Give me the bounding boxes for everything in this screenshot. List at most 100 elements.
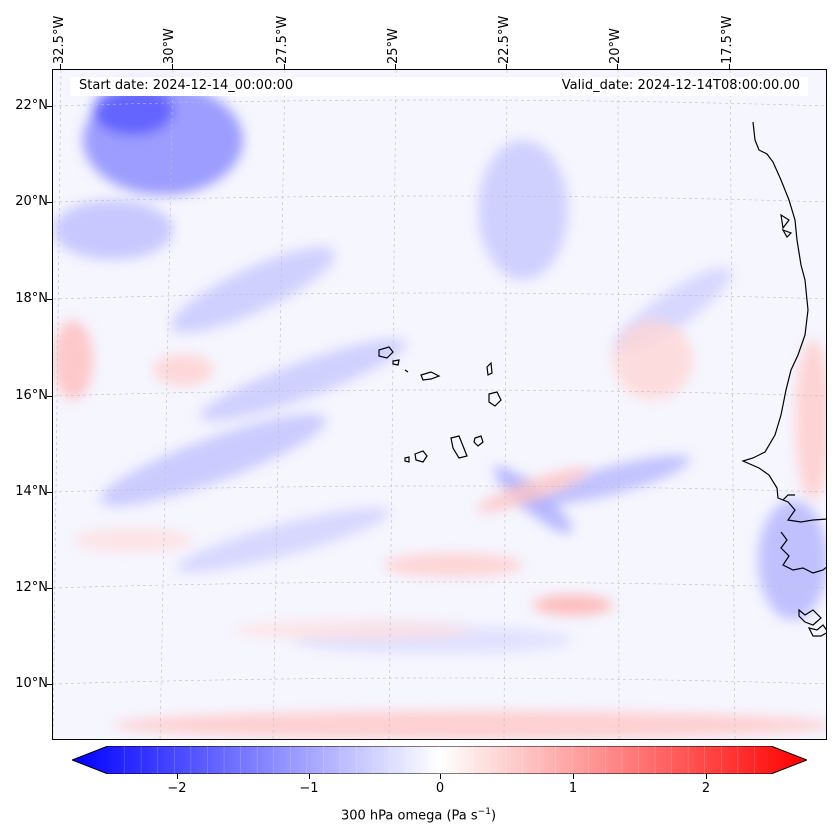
lon-label-27-5w: 27.5°W	[275, 15, 290, 64]
ascent-patch-n	[478, 140, 568, 280]
island-santo-antao	[378, 346, 394, 359]
tick-y-16n	[47, 396, 52, 397]
meridian-30w	[159, 70, 174, 739]
ascent-band-2	[199, 338, 407, 422]
island-maio	[473, 435, 484, 447]
tick-y-18n	[47, 299, 52, 300]
parallel-12n	[53, 581, 826, 589]
map-panel	[52, 69, 827, 740]
lat-label-14n: 14°N	[15, 484, 48, 499]
descent-band-sw	[73, 528, 193, 552]
lon-label-20w: 20°W	[608, 28, 623, 64]
meridian-27-5w	[272, 70, 286, 739]
valid-date-label: Valid_date: 2024-12-14T08:00:00.00	[561, 78, 800, 93]
ascent-band-3	[99, 414, 327, 506]
cape-verde-islands	[378, 346, 502, 463]
lon-label-25w: 25°W	[386, 28, 401, 64]
island-fogo	[414, 450, 428, 463]
lat-label-12n: 12°N	[15, 580, 48, 595]
meridian-22-5w	[503, 70, 508, 739]
graticule	[53, 70, 826, 739]
colorbar-tick-neg1	[309, 774, 310, 779]
tick-y-22n	[47, 106, 52, 107]
ascent-patch-coast	[758, 500, 826, 620]
parallel-18n	[53, 292, 826, 300]
colorbar-title-close: )	[490, 808, 497, 824]
descent-band-3	[233, 620, 473, 640]
island-sao-nicolau	[420, 371, 441, 381]
descent-patch-3	[533, 595, 613, 615]
colorbar	[70, 745, 809, 775]
coastline-detail-north-2	[781, 228, 793, 238]
tick-x-27-5w	[284, 64, 285, 69]
coastline-africa	[741, 121, 826, 523]
coastline-guinea-bissau	[780, 531, 826, 574]
island-sal	[486, 361, 493, 376]
colorbar-graphic	[70, 745, 809, 775]
lat-label-20n: 20°N	[15, 194, 48, 209]
lon-label-22-5w: 22.5°W	[497, 15, 512, 64]
descent-band-2	[383, 553, 523, 577]
descent-patch-1	[153, 354, 213, 386]
tick-y-10n	[47, 684, 52, 685]
tick-x-30w	[172, 64, 173, 69]
tick-y-12n	[47, 588, 52, 589]
info-banner	[70, 77, 808, 96]
ascent-band-1	[170, 247, 336, 333]
island-bijagos-1	[798, 608, 822, 626]
parallel-20n	[53, 195, 826, 203]
ascent-core-nw	[93, 85, 173, 135]
ascent-band-e	[535, 455, 691, 505]
coastline	[741, 121, 826, 637]
omega-field-map	[53, 70, 826, 739]
parallel-16n	[53, 389, 826, 397]
descent-patch-w	[53, 320, 93, 400]
island-santiago	[450, 435, 468, 459]
descent-band-south	[113, 711, 826, 739]
colorbar-title: 300 hPa omega (Pa s−1)	[0, 807, 837, 823]
start-date-label: Start date: 2024-12-14_00:00:00	[79, 78, 294, 93]
ascent-patch-w	[53, 200, 173, 260]
parallel-14n	[53, 485, 826, 493]
lat-label-10n: 10°N	[15, 676, 48, 691]
tick-y-20n	[47, 202, 52, 203]
colorbar-label-1: 1	[568, 781, 578, 796]
tick-x-25w	[395, 64, 396, 69]
descent-patch-2	[613, 320, 693, 400]
tick-x-20w	[617, 64, 618, 69]
lat-label-22n: 22°N	[15, 98, 48, 113]
colorbar-steps	[124, 746, 755, 774]
descent-patch-coast	[795, 340, 826, 500]
lat-label-16n: 16°N	[15, 388, 48, 403]
coastline-gambia	[782, 494, 795, 501]
colorbar-tick-1	[573, 774, 574, 779]
island-brava	[404, 456, 410, 463]
colorbar-label-0: 0	[435, 781, 445, 796]
colorbar-title-text: 300 hPa omega (Pa s	[340, 808, 478, 824]
island-bijagos-2	[807, 624, 826, 637]
colorbar-tick-neg2	[177, 774, 178, 779]
lon-label-17-5w: 17.5°W	[720, 15, 735, 64]
descent-band-1	[476, 467, 590, 513]
lat-label-18n: 18°N	[15, 291, 48, 306]
colorbar-label-neg1: −1	[299, 781, 319, 796]
lon-label-30w: 30°W	[162, 28, 177, 64]
parallel-10n	[53, 677, 826, 685]
island-boa-vista	[488, 391, 502, 407]
ascent-patches	[53, 85, 826, 654]
tick-x-32-5w	[60, 64, 61, 69]
meridian-32-5w	[53, 70, 62, 739]
lon-label-32-5w: 32.5°W	[52, 15, 67, 64]
island-sao-vicente	[392, 359, 400, 366]
colorbar-label-neg2: −2	[167, 781, 187, 796]
meridian-25w	[388, 70, 397, 739]
colorbar-title-exponent: −1	[477, 807, 491, 817]
tick-y-14n	[47, 492, 52, 493]
tick-x-17-5w	[729, 64, 730, 69]
coastline-detail-north	[780, 213, 790, 230]
colorbar-tick-0	[440, 774, 441, 779]
colorbar-label-2: 2	[701, 781, 711, 796]
parallel-22n	[53, 99, 826, 107]
tick-x-22-5w	[506, 64, 507, 69]
